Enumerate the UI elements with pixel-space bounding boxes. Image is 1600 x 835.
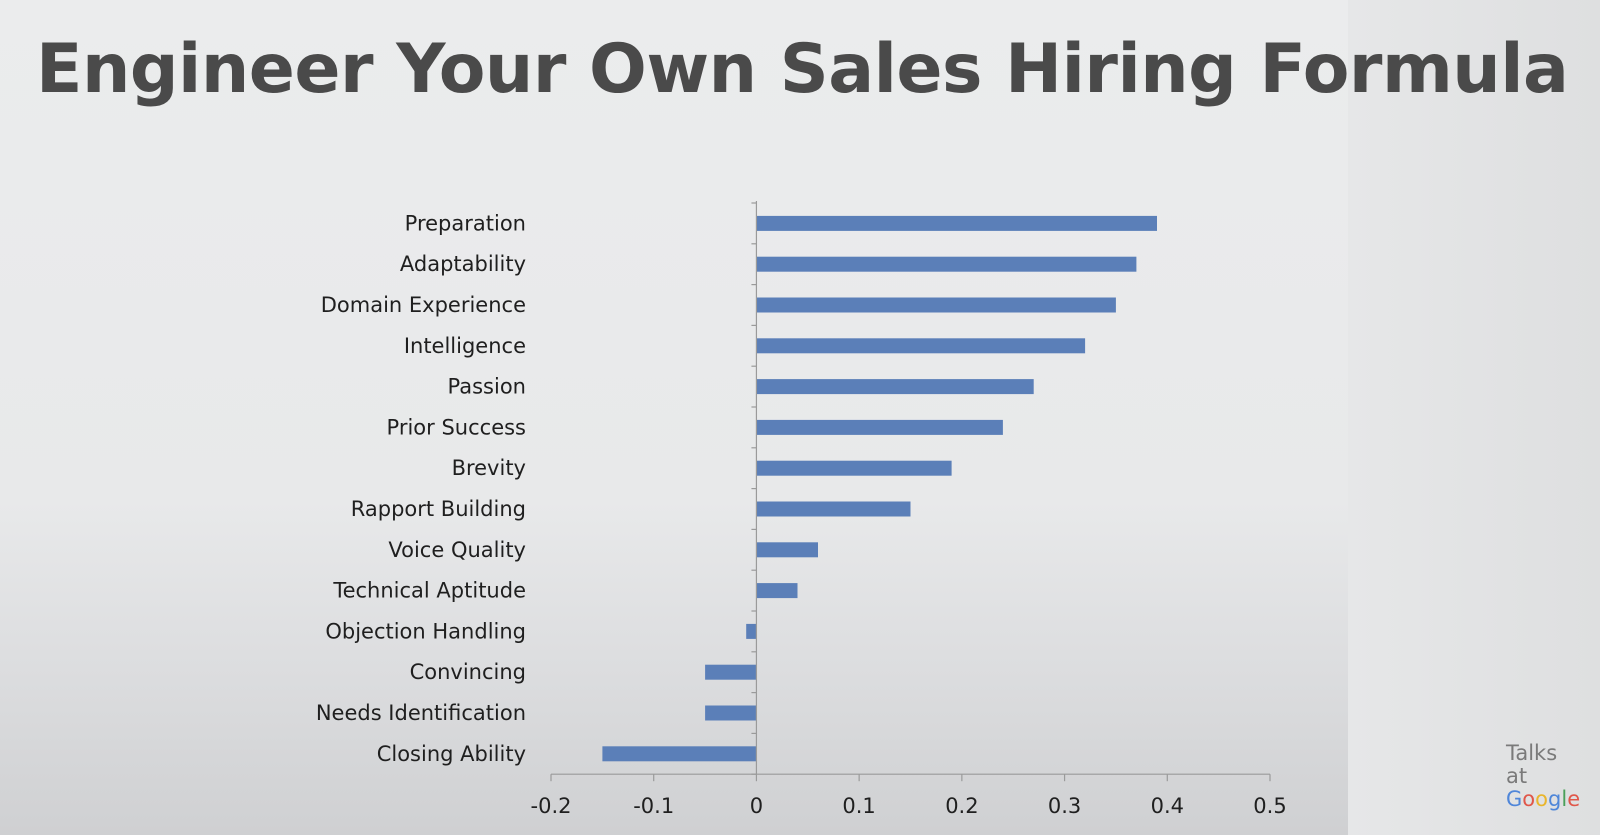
bars-group xyxy=(602,215,1157,762)
brand-line-talks: Talks xyxy=(1506,741,1558,765)
category-label: Objection Handling xyxy=(325,619,526,643)
bar-passion xyxy=(756,379,1034,395)
x-tick-label: 0.1 xyxy=(842,794,875,818)
talks-at-google-logo: Talks at Google xyxy=(1506,742,1580,811)
x-tick-label: 0.4 xyxy=(1151,794,1184,818)
bar-domain-experience xyxy=(756,297,1116,313)
bar-technical-aptitude xyxy=(756,583,798,599)
category-label: Domain Experience xyxy=(321,293,526,317)
google-wordmark: Google xyxy=(1506,787,1581,811)
bar-prior-success xyxy=(756,419,1003,435)
x-tick-label: 0.3 xyxy=(1048,794,1081,818)
x-tick-label: 0.5 xyxy=(1253,794,1286,818)
category-label: Passion xyxy=(448,375,526,399)
bar-brevity xyxy=(756,460,952,476)
category-labels: Preparation Adaptability Domain Experience… xyxy=(316,211,526,765)
category-label: Convincing xyxy=(410,660,526,684)
category-label: Adaptability xyxy=(400,252,526,276)
bar-voice-quality xyxy=(756,542,818,558)
bar-needs-identification xyxy=(705,705,757,721)
category-label: Closing Ability xyxy=(377,742,526,766)
category-label: Technical Aptitude xyxy=(332,579,526,603)
axes-group xyxy=(550,201,1271,782)
category-label: Voice Quality xyxy=(388,538,526,562)
x-tick-label: -0.1 xyxy=(633,794,674,818)
video-side-panel xyxy=(1348,0,1600,835)
category-label: Prior Success xyxy=(387,415,526,439)
bar-preparation xyxy=(756,215,1157,231)
bar-intelligence xyxy=(756,338,1086,354)
bar-adaptability xyxy=(756,256,1137,272)
bar-closing-ability xyxy=(602,746,757,762)
category-label: Intelligence xyxy=(404,334,526,358)
x-tick-label: -0.2 xyxy=(531,794,572,818)
bar-rapport-building xyxy=(756,501,911,517)
category-label: Brevity xyxy=(452,456,526,480)
tick-labels: -0.2 -0.1 0 0.1 0.2 0.3 0.4 0.5 xyxy=(531,794,1287,818)
category-label: Rapport Building xyxy=(351,497,526,521)
slide-title: Engineer Your Own Sales Hiring Formula xyxy=(36,30,1569,109)
x-tick-label: 0 xyxy=(750,794,763,818)
bar-objection-handling xyxy=(746,623,757,639)
bar-convincing xyxy=(705,664,757,680)
brand-line-at: at xyxy=(1506,764,1528,788)
category-label: Needs Identification xyxy=(316,701,526,725)
category-label: Preparation xyxy=(405,211,526,235)
x-tick-label: 0.2 xyxy=(945,794,978,818)
